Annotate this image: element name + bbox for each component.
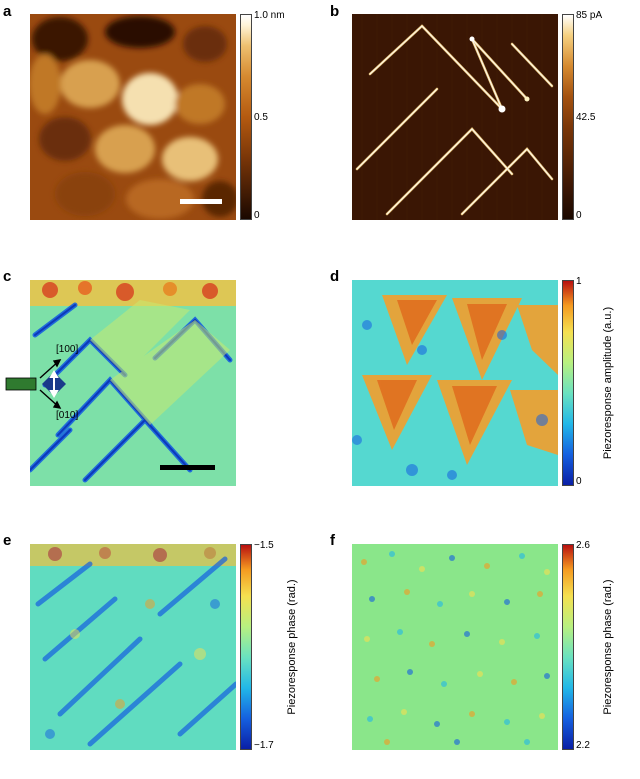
figure-6panel: a [0, 0, 640, 779]
panel-b-colorbar: 85 pA 42.5 0 [562, 14, 574, 220]
colorbar-tick-mid: 42.5 [576, 112, 595, 123]
panel-a-image [30, 14, 236, 220]
panel-b-image [352, 14, 558, 220]
panel-d-image [352, 280, 558, 486]
panel-e-colorbar: −1.5 −1.7 Piezoresponse phase (rad.) [240, 544, 252, 750]
panel-a-scalebar [180, 199, 222, 204]
colorbar-tick-min: −1.7 [254, 740, 274, 751]
colorbar-track [562, 544, 574, 750]
colorbar-tick-min: 2.2 [576, 740, 590, 751]
amplitude-colorbar-label: Piezoresponse amplitude (a.u.) [602, 280, 614, 486]
inset-axis-100: [100] [56, 344, 78, 355]
colorbar-tick-min: 0 [254, 210, 260, 221]
panel-f-image [352, 544, 558, 750]
colorbar-tick-min: 0 [576, 476, 582, 487]
colorbar-tick-max: 1 [576, 276, 582, 287]
colorbar-track [240, 14, 252, 220]
panel-label-e: e [3, 532, 11, 549]
panel-c-scalebar [160, 465, 215, 470]
colorbar-track [240, 544, 252, 750]
inset-axis-010: [010] [56, 410, 78, 421]
colorbar-tick-mid: 0.5 [254, 112, 268, 123]
panel-label-c: c [3, 268, 11, 285]
panel-e-image [30, 544, 236, 750]
panel-e-colorbar-label: Piezoresponse phase (rad.) [286, 544, 298, 750]
panel-f-colorbar: 2.6 2.2 Piezoresponse phase (rad.) [562, 544, 574, 750]
colorbar-tick-max: −1.5 [254, 540, 274, 551]
colorbar-track [562, 280, 574, 486]
colorbar-tick-max: 2.6 [576, 540, 590, 551]
panel-label-f: f [330, 532, 335, 549]
current-map-svg [352, 14, 558, 220]
panel-label-a: a [3, 3, 11, 20]
panel-f-colorbar-label: Piezoresponse phase (rad.) [602, 544, 614, 750]
pfm-phase-f-svg [352, 544, 558, 750]
colorbar-tick-min: 0 [576, 210, 582, 221]
panel-a-colorbar: 1.0 nm 0.5 0 [240, 14, 252, 220]
colorbar-track [562, 14, 574, 220]
colorbar-tick-max: 85 pA [576, 10, 602, 21]
panel-label-b: b [330, 3, 339, 20]
colorbar-tick-max: 1.0 nm [254, 10, 285, 21]
pfm-phase-e-svg [30, 544, 236, 750]
panel-label-d: d [330, 268, 339, 285]
amplitude-colorbar: 1 0 Piezoresponse amplitude (a.u.) [562, 280, 574, 486]
afm-topography-svg [30, 14, 236, 220]
pfm-amp-d-svg [352, 280, 558, 486]
